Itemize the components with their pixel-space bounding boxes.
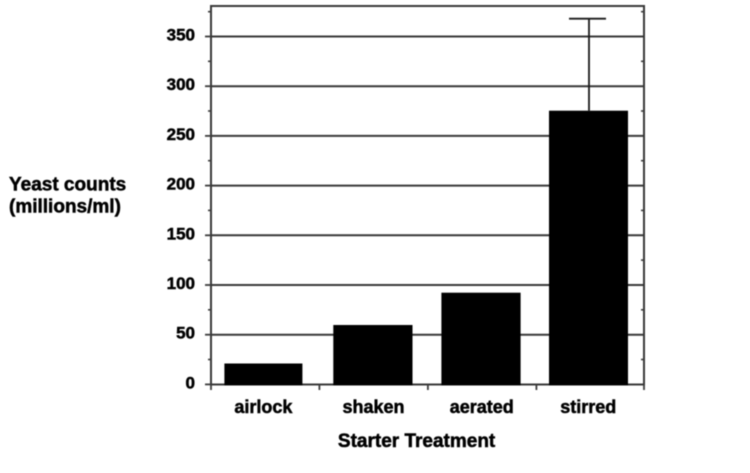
svg-text:350: 350	[167, 26, 195, 45]
svg-text:100: 100	[167, 274, 195, 293]
svg-text:50: 50	[176, 324, 195, 343]
svg-text:150: 150	[167, 224, 195, 243]
svg-text:250: 250	[167, 125, 195, 144]
svg-text:Yeast counts: Yeast counts	[9, 175, 126, 196]
svg-text:aerated: aerated	[450, 397, 514, 417]
svg-text:shaken: shaken	[342, 397, 404, 417]
svg-text:200: 200	[167, 175, 195, 194]
svg-text:airlock: airlock	[234, 397, 293, 417]
svg-text:stirred: stirred	[560, 397, 616, 417]
svg-text:(millions/ml): (millions/ml)	[9, 197, 121, 218]
svg-text:300: 300	[167, 75, 195, 94]
svg-text:0: 0	[186, 373, 195, 392]
svg-text:Starter Treatment: Starter Treatment	[338, 431, 496, 452]
